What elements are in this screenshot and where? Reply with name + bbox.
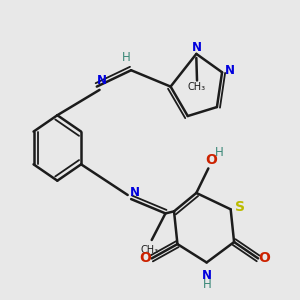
Text: N: N	[130, 187, 140, 200]
Text: N: N	[202, 269, 212, 282]
Text: O: O	[258, 251, 270, 266]
Text: O: O	[205, 153, 217, 167]
Text: S: S	[235, 200, 245, 214]
Text: N: N	[192, 41, 203, 54]
Text: CH₃: CH₃	[188, 82, 206, 92]
Text: H: H	[215, 146, 224, 158]
Text: N: N	[97, 74, 107, 87]
Text: CH₃: CH₃	[141, 245, 159, 255]
Text: H: H	[122, 52, 130, 64]
Text: N: N	[225, 64, 235, 77]
Text: O: O	[140, 251, 152, 266]
Text: H: H	[203, 278, 212, 291]
